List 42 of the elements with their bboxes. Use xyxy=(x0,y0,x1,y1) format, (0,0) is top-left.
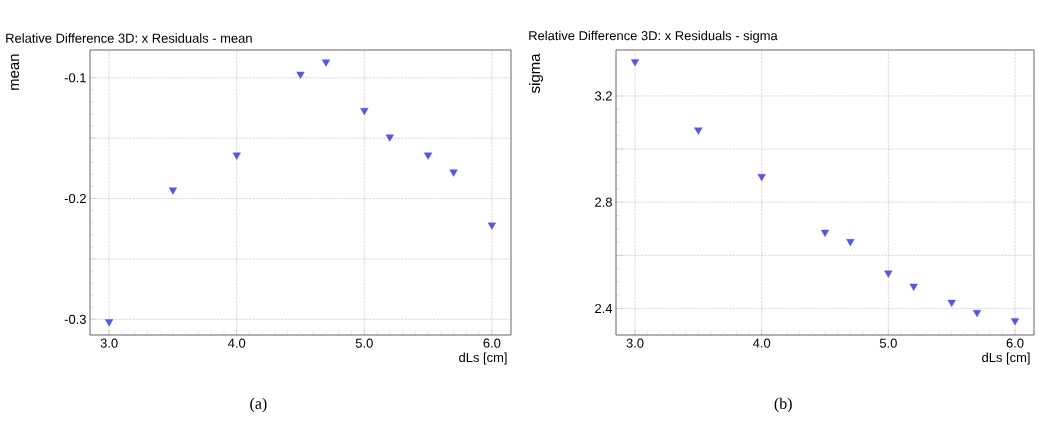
point xyxy=(105,319,114,327)
x-tick-label: 5.0 xyxy=(355,338,373,348)
x-tick-label: 6.0 xyxy=(483,338,501,348)
y-tick-label: -0.3 xyxy=(64,314,86,324)
point xyxy=(296,71,305,79)
point xyxy=(947,299,956,308)
point xyxy=(487,222,496,230)
x-tick-label: 3.0 xyxy=(100,338,118,348)
point xyxy=(360,107,369,116)
text: (b) xyxy=(774,397,792,413)
point xyxy=(1010,318,1020,326)
point xyxy=(820,229,830,237)
x-tick-label: 4.0 xyxy=(228,338,246,348)
y-tick-label: 2.4 xyxy=(595,303,613,313)
point xyxy=(630,59,640,67)
y-tick-label: 2.8 xyxy=(595,197,612,207)
point xyxy=(909,283,918,291)
point xyxy=(232,152,241,160)
point xyxy=(972,309,982,318)
x-tick-label: 5.0 xyxy=(879,338,897,348)
point xyxy=(846,239,855,247)
y-tick-label: -0.1 xyxy=(64,73,86,83)
x-axis-title: dLs [cm] xyxy=(982,352,1030,365)
point xyxy=(757,173,766,182)
x-tick-label: 4.0 xyxy=(752,338,771,348)
point xyxy=(385,134,394,142)
y-tick-label: -0.2 xyxy=(64,193,86,204)
point xyxy=(321,59,331,67)
y-axis-title: sigma xyxy=(529,53,543,93)
text: (a) xyxy=(250,397,267,413)
point xyxy=(694,127,703,135)
x-axis-title: dLs [cm] xyxy=(459,352,507,365)
chart-title: Relative Difference 3D: x Residuals - sigma xyxy=(529,30,778,43)
y-axis-title: mean xyxy=(10,54,20,90)
x-tick-label: 3.0 xyxy=(626,338,644,348)
point xyxy=(423,152,433,160)
y-tick-label: 3.2 xyxy=(594,91,612,101)
point xyxy=(449,169,458,177)
point xyxy=(884,270,893,278)
point xyxy=(168,187,178,195)
x-tick-label: 6.0 xyxy=(1006,338,1024,348)
chart-title: Relative Difference 3D: x Residuals - mean xyxy=(6,33,252,43)
